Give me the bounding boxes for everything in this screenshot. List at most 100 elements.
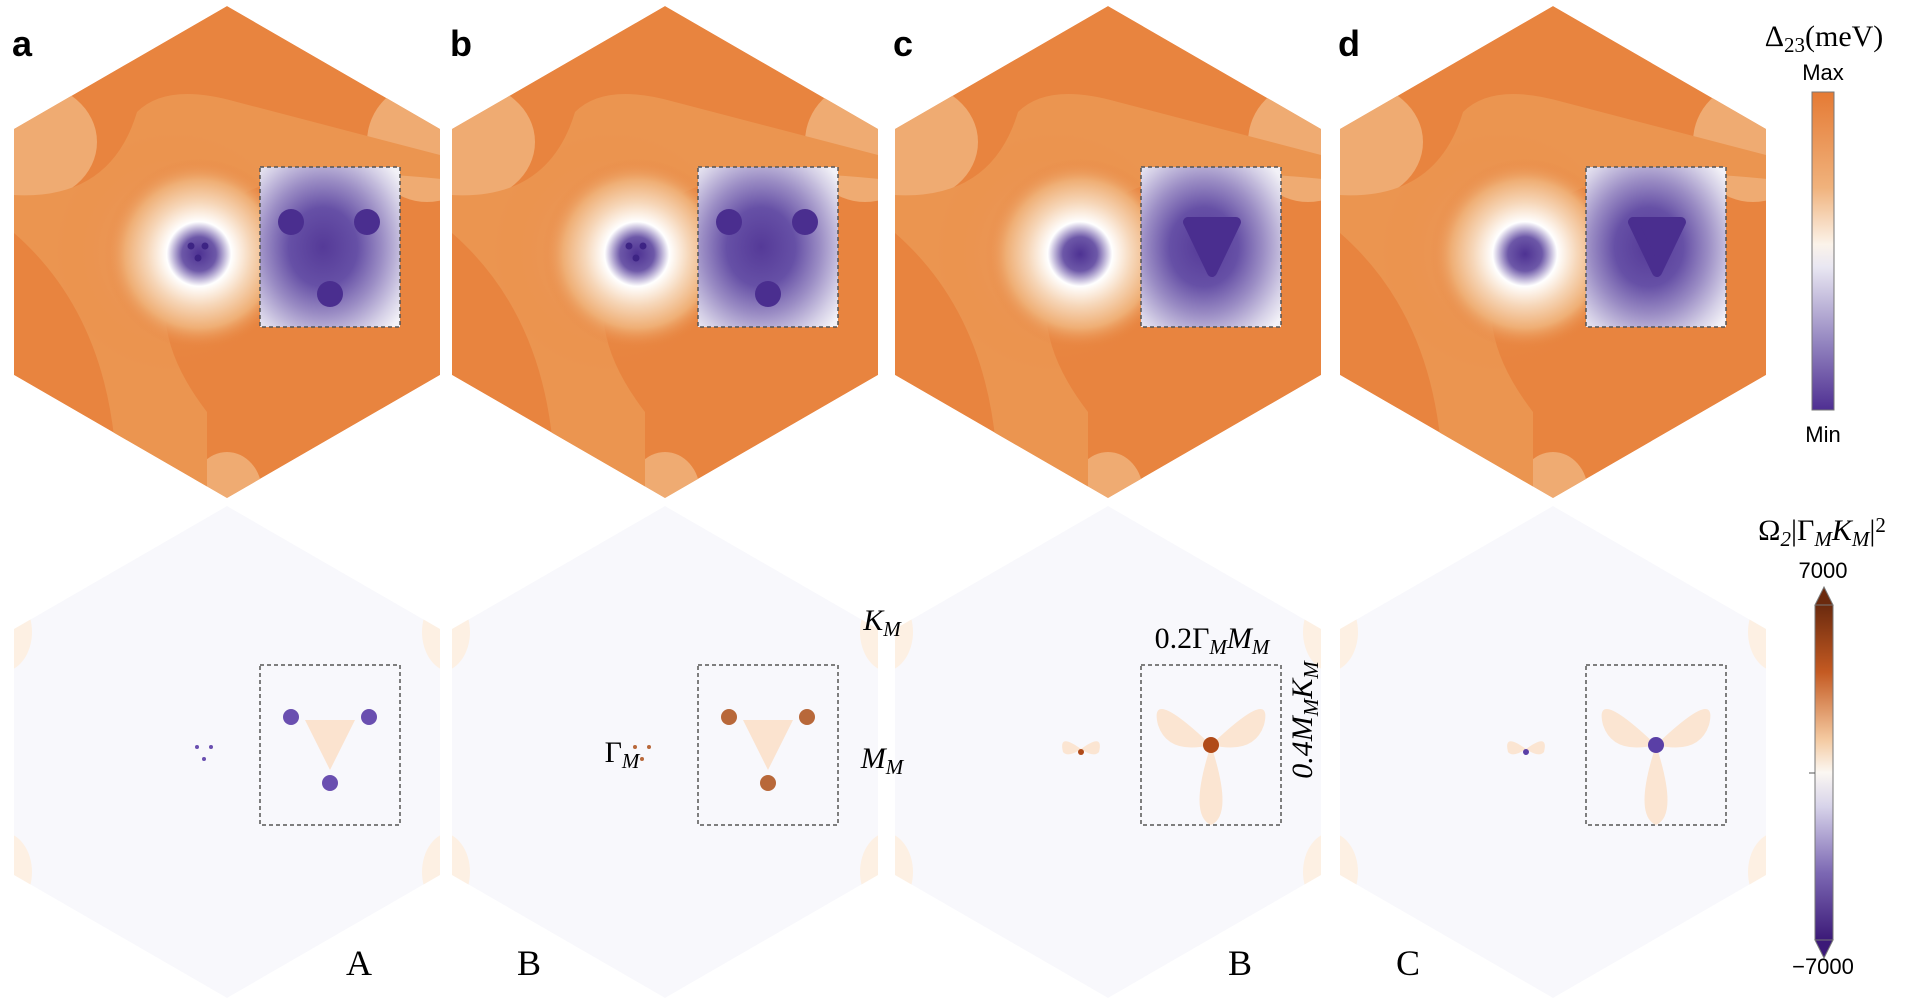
hotspot <box>1523 749 1529 755</box>
gap-map <box>14 6 440 498</box>
rich-text: ΓM <box>605 736 641 773</box>
text-part: M <box>1226 622 1254 655</box>
text-part: K <box>1286 677 1319 700</box>
hotspot <box>721 709 737 725</box>
contour-band <box>895 82 978 202</box>
faint-lobe <box>525 506 585 552</box>
hexagon <box>895 506 1321 998</box>
lobe <box>1062 741 1100 755</box>
text-part: M <box>1851 527 1871 551</box>
node <box>278 209 304 235</box>
contour-band <box>1073 452 1143 498</box>
panel: c <box>893 6 1321 998</box>
node <box>354 209 380 235</box>
text-part: M <box>1299 660 1323 680</box>
faint-lobe <box>745 952 805 998</box>
faint-lobe <box>1633 506 1693 552</box>
text-part: M <box>1813 527 1833 551</box>
gap-minimum <box>104 159 294 349</box>
faint-lobe <box>87 952 147 998</box>
rich-text: Δ23(meV) <box>1765 20 1884 57</box>
hotspot <box>202 757 206 761</box>
hexagon <box>14 506 440 998</box>
rich-text: 0.4MMKM <box>1286 660 1323 779</box>
text-part: 2 <box>1780 527 1791 551</box>
rich-text: Ω2|ΓMKM|2 <box>1758 513 1886 552</box>
hotspot <box>1203 737 1219 753</box>
gap-minimum <box>985 159 1175 349</box>
contour-band <box>1340 82 1423 202</box>
hotspot <box>1078 749 1084 755</box>
row-label: C <box>1396 943 1420 983</box>
text-part: 2 <box>1875 513 1886 537</box>
hotspot <box>283 709 299 725</box>
contour-band <box>630 452 700 498</box>
row-label: B <box>1228 943 1252 983</box>
node <box>1628 217 1686 277</box>
text-part: M <box>882 617 902 641</box>
panel: b <box>450 6 878 998</box>
row-label: A <box>346 943 372 983</box>
text-part: (meV) <box>1805 20 1883 53</box>
node <box>201 242 209 250</box>
gap-map <box>895 6 1321 498</box>
faint-lobe <box>968 506 1028 552</box>
text-part: M <box>1299 697 1323 717</box>
panel: d <box>1338 6 1766 998</box>
text-part: M <box>1208 635 1228 659</box>
hotspot <box>209 745 213 749</box>
hexagon <box>452 506 878 998</box>
row-label: B <box>517 943 541 983</box>
faint-lobe <box>1413 506 1473 552</box>
contour-band <box>192 452 262 498</box>
lobe <box>743 720 793 770</box>
faint-lobe <box>1748 592 1766 672</box>
gap-minimum <box>1430 159 1620 349</box>
colorbars: Max Min 7000 −7000 Δ23(meV)Ω2|ΓMKM|2 <box>1758 20 1886 979</box>
panel-label: a <box>12 23 33 64</box>
curvature-map <box>1340 506 1766 998</box>
hotspot <box>195 745 199 749</box>
lobe <box>1507 741 1545 755</box>
node <box>1183 217 1241 277</box>
node <box>187 242 195 250</box>
hotspot <box>361 709 377 725</box>
curvature-map <box>14 506 440 998</box>
text-part: 23 <box>1784 33 1805 57</box>
lobe <box>305 720 355 770</box>
hexagon <box>1340 506 1766 998</box>
hotspot <box>799 709 815 725</box>
hotspot <box>760 775 776 791</box>
hotspot <box>1648 737 1664 753</box>
inset <box>259 166 401 328</box>
contour-band <box>1518 452 1588 498</box>
top-colorbar <box>1811 91 1835 411</box>
gap-map <box>452 6 878 498</box>
hotspot <box>647 745 651 749</box>
contour-band <box>14 82 97 202</box>
text-part: | <box>1869 514 1875 547</box>
node <box>317 281 343 307</box>
node <box>792 209 818 235</box>
text-part: Δ <box>1765 20 1784 53</box>
text-part: M <box>621 749 641 773</box>
panel-label: c <box>893 23 913 64</box>
text-part: |Γ <box>1791 514 1814 547</box>
faint-lobe <box>1748 832 1766 912</box>
node <box>639 242 647 250</box>
node <box>625 242 633 250</box>
hotspot <box>640 757 644 761</box>
hotspot <box>322 775 338 791</box>
text-part: 0.2Γ <box>1155 622 1210 655</box>
rich-text: MM <box>860 742 905 779</box>
node <box>755 281 781 307</box>
lobe <box>1601 709 1711 825</box>
colorbar-max-label: Max <box>1802 60 1844 85</box>
faint-lobe <box>1633 952 1693 998</box>
gap-map <box>1340 6 1766 498</box>
colorbar-min-label: Min <box>1805 422 1840 447</box>
